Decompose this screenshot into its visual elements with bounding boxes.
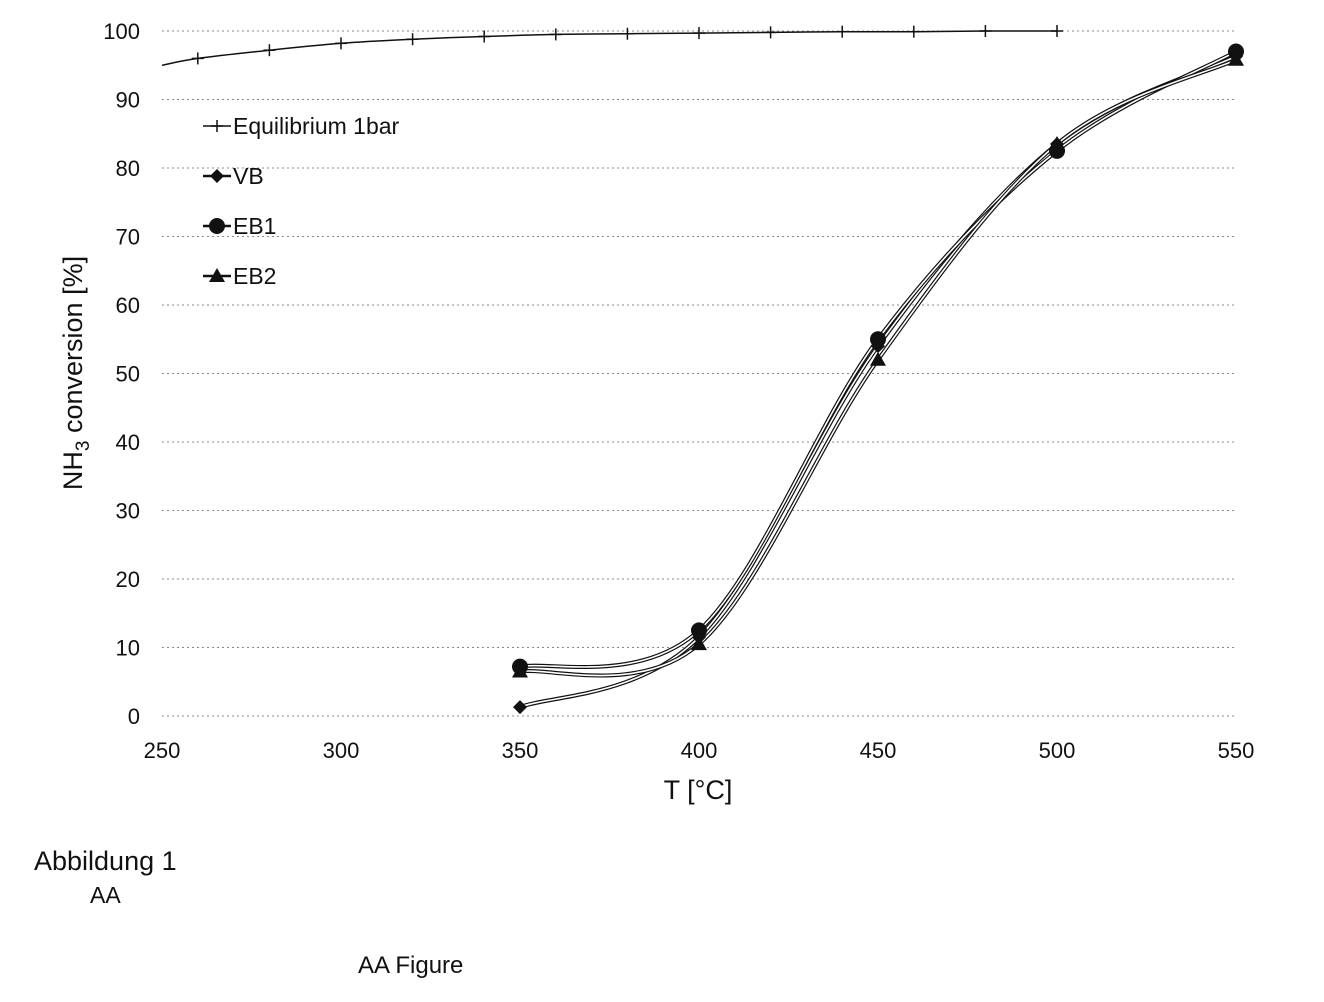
point-equilibrium-1bar	[192, 52, 204, 64]
y-tick-label: 30	[116, 499, 140, 524]
point-equilibrium-1bar	[1051, 25, 1063, 37]
figure-caption-sub: AA	[90, 882, 121, 909]
legend-item-equilibrium-1bar: Equilibrium 1bar	[203, 113, 400, 139]
point-equilibrium-1bar	[263, 44, 275, 56]
point-vb	[513, 700, 527, 714]
series-line-inner-eb2	[520, 60, 1236, 676]
point-equilibrium-1bar	[693, 27, 705, 39]
x-tick-label: 450	[860, 738, 897, 763]
y-tick-label: 100	[103, 19, 140, 44]
point-eb1	[691, 622, 707, 638]
point-equilibrium-1bar	[621, 28, 633, 40]
y-axis-title-subscript: 3	[73, 441, 94, 452]
x-tick-label: 400	[681, 738, 718, 763]
x-tick-label: 350	[502, 738, 539, 763]
y-tick-label: 0	[128, 704, 140, 729]
point-equilibrium-1bar	[335, 37, 347, 49]
x-tick-label: 550	[1218, 738, 1255, 763]
y-axis-title: NH3 conversion [%]	[58, 256, 94, 490]
point-equilibrium-1bar	[407, 33, 419, 45]
point-equilibrium-1bar	[550, 28, 562, 40]
point-equilibrium-1bar	[979, 25, 991, 37]
y-tick-label: 50	[116, 362, 140, 387]
legend-item-eb1: EB1	[203, 213, 276, 239]
series-line-inner-vb	[520, 56, 1236, 707]
y-tick-label: 70	[116, 225, 140, 250]
legend-label: VB	[233, 163, 264, 189]
point-equilibrium-1bar	[836, 26, 848, 38]
y-tick-label: 40	[116, 430, 140, 455]
point-equilibrium-1bar	[908, 26, 920, 38]
legend-marker-eb1	[209, 218, 225, 234]
legend-marker-equilibrium-1bar	[211, 120, 223, 132]
legend: Equilibrium 1bar VB EB1 EB2	[203, 113, 400, 289]
legend-label: EB1	[233, 213, 276, 239]
y-tick-label: 60	[116, 293, 140, 318]
legend-marker-vb	[210, 169, 224, 183]
y-axis-title-rest: conversion [%]	[58, 256, 88, 441]
point-equilibrium-1bar	[765, 26, 777, 38]
y-tick-label: 80	[116, 156, 140, 181]
legend-label: EB2	[233, 263, 276, 289]
legend-label: Equilibrium 1bar	[233, 113, 400, 139]
y-tick-label: 10	[116, 636, 140, 661]
series-line-equilibrium-1bar	[162, 31, 1057, 65]
x-tick-label: 300	[323, 738, 360, 763]
figure-caption-title: Abbildung 1	[34, 846, 177, 877]
series-line-vb	[520, 56, 1236, 707]
point-eb1	[870, 331, 886, 347]
y-tick-label: 90	[116, 88, 140, 113]
y-tick-label: 20	[116, 567, 140, 592]
x-axis-title: T [°C]	[664, 775, 733, 805]
x-tick-label: 250	[144, 738, 181, 763]
x-tick-label: 500	[1039, 738, 1076, 763]
point-equilibrium-1bar	[478, 30, 490, 42]
series-line-eb2	[520, 60, 1236, 676]
legend-item-vb: VB	[203, 163, 264, 189]
figure-caption-figure: AA Figure	[358, 952, 463, 980]
legend-item-eb2: EB2	[203, 263, 276, 289]
y-axis-title-main: NH	[58, 451, 88, 490]
